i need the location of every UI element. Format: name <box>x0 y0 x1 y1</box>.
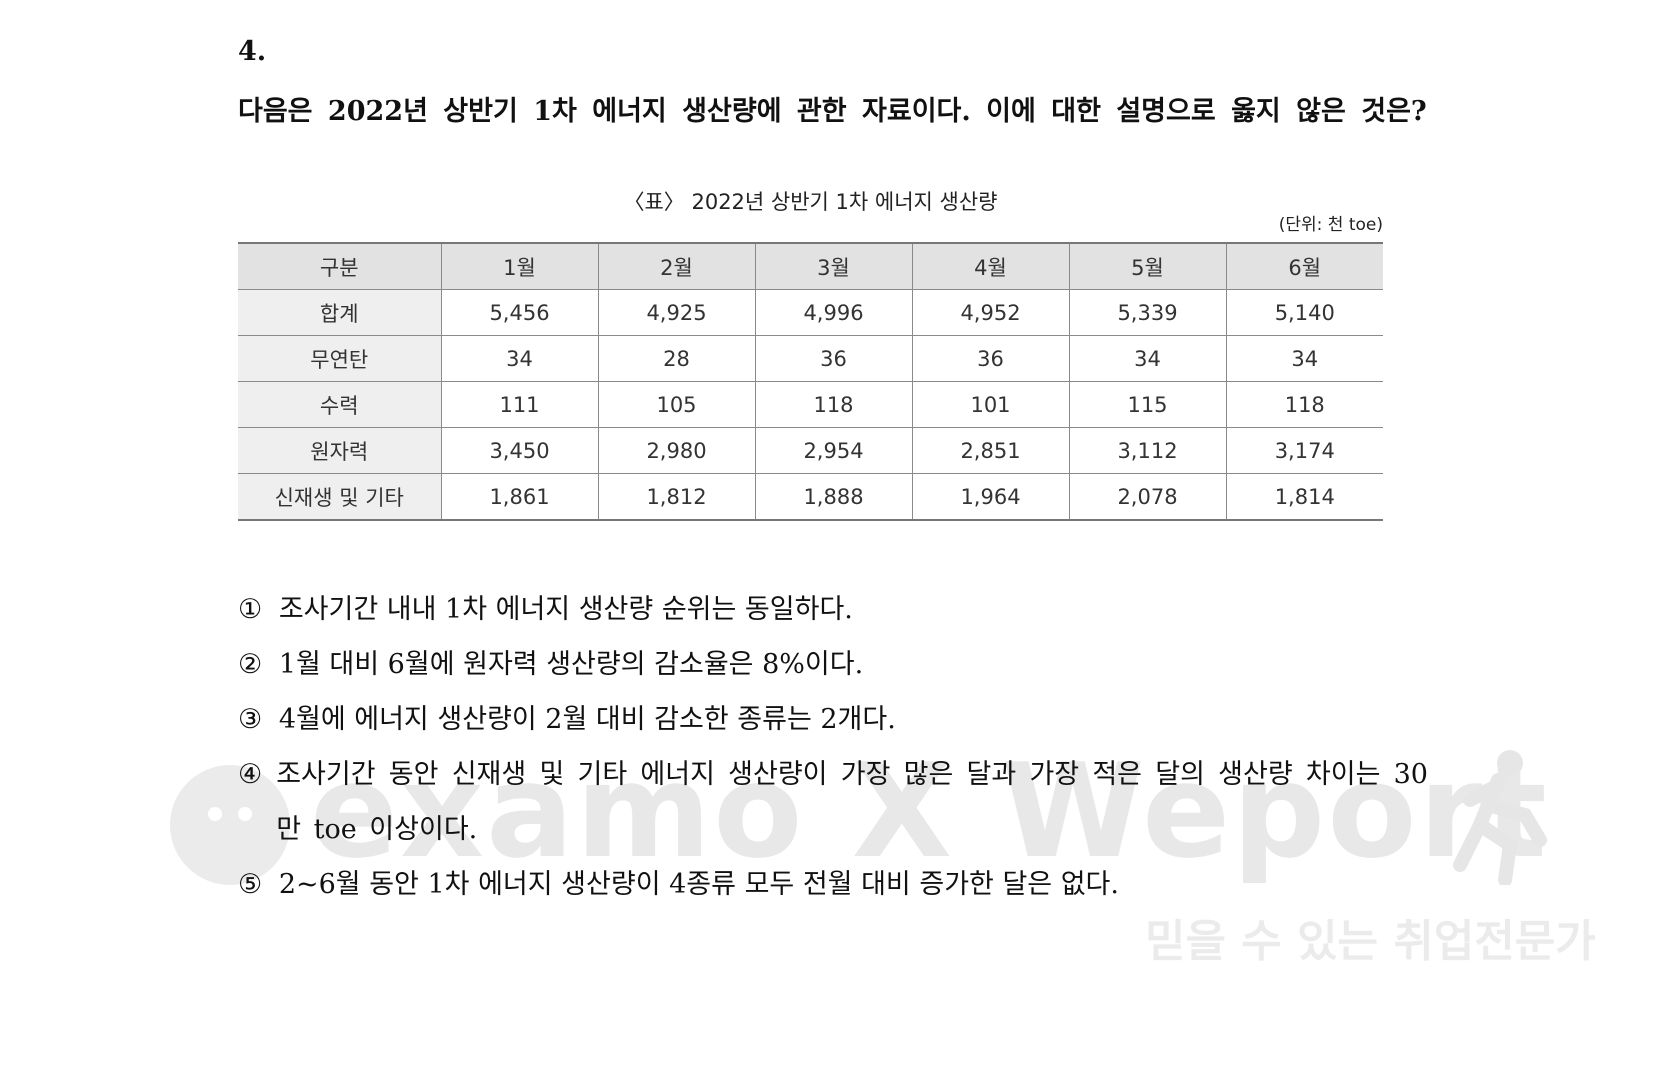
option-text: 조사기간 동안 신재생 및 기타 에너지 생산량이 가장 많은 달과 가장 적은… <box>276 759 1428 845</box>
row-header: 신재생 및 기타 <box>238 473 441 521</box>
option-mark: ⑤ <box>238 869 263 900</box>
answer-option-4[interactable]: ④ 조사기간 동안 신재생 및 기타 에너지 생산량이 가장 많은 달과 가장 … <box>238 747 1428 857</box>
table-row: 원자력 3,450 2,980 2,954 2,851 3,112 3,174 <box>238 427 1383 474</box>
watermark-tagline: 믿을 수 있는 취업전문가 <box>1145 916 1596 967</box>
table-cell: 2,954 <box>754 427 912 474</box>
table-cell: 34 <box>1068 335 1226 382</box>
table-cell: 1,964 <box>911 473 1069 521</box>
table-cell: 2,980 <box>597 427 755 474</box>
column-header: 3월 <box>754 242 912 290</box>
table-cell: 4,996 <box>754 289 912 336</box>
table-cell: 4,952 <box>911 289 1069 336</box>
table-cell: 4,925 <box>597 289 755 336</box>
column-header: 6월 <box>1225 242 1383 290</box>
table-cell: 5,339 <box>1068 289 1226 336</box>
table-header-row: 구분 1월 2월 3월 4월 5월 6월 <box>238 242 1383 290</box>
table-unit: (단위: 천 toe) <box>1278 215 1383 235</box>
answer-options: ① 조사기간 내내 1차 에너지 생산량 순위는 동일하다. ② 1월 대비 6… <box>238 582 1428 912</box>
option-mark: ② <box>238 649 263 680</box>
option-mark: ① <box>238 594 263 625</box>
row-header: 무연탄 <box>238 335 441 382</box>
table-row: 무연탄 34 28 36 36 34 34 <box>238 335 1383 382</box>
answer-option-2[interactable]: ② 1월 대비 6월에 원자력 생산량의 감소율은 8%이다. <box>238 637 1428 692</box>
table-cell: 3,174 <box>1225 427 1383 474</box>
table-cell: 36 <box>754 335 912 382</box>
option-text: 1월 대비 6월에 원자력 생산량의 감소율은 8%이다. <box>278 649 864 680</box>
table-cell: 34 <box>1225 335 1383 382</box>
table-cell: 2,078 <box>1068 473 1226 521</box>
table-cell: 111 <box>440 381 598 428</box>
table-cell: 28 <box>597 335 755 382</box>
answer-option-1[interactable]: ① 조사기간 내내 1차 에너지 생산량 순위는 동일하다. <box>238 582 1428 637</box>
table-cell: 2,851 <box>911 427 1069 474</box>
column-header: 4월 <box>911 242 1069 290</box>
column-header: 구분 <box>238 242 441 290</box>
table-cell: 34 <box>440 335 598 382</box>
energy-production-table: 구분 1월 2월 3월 4월 5월 6월 합계 5,456 4,925 4,99… <box>238 242 1383 521</box>
option-text: 조사기간 내내 1차 에너지 생산량 순위는 동일하다. <box>278 594 853 625</box>
table-cell: 36 <box>911 335 1069 382</box>
table-cell: 1,814 <box>1225 473 1383 521</box>
table-cell: 3,450 <box>440 427 598 474</box>
table-caption: 〈표〉 2022년 상반기 1차 에너지 생산량 <box>623 190 998 214</box>
column-header: 2월 <box>597 242 755 290</box>
row-header: 합계 <box>238 289 441 336</box>
option-mark: ④ <box>238 759 263 790</box>
table-cell: 3,112 <box>1068 427 1226 474</box>
runner-icon <box>1453 750 1547 885</box>
table-row: 합계 5,456 4,925 4,996 4,952 5,339 5,140 <box>238 289 1383 336</box>
table-cell: 105 <box>597 381 755 428</box>
column-header: 5월 <box>1068 242 1226 290</box>
table-cell: 1,861 <box>440 473 598 521</box>
answer-option-5[interactable]: ⑤ 2~6월 동안 1차 에너지 생산량이 4종류 모두 전월 대비 증가한 달… <box>238 857 1428 912</box>
table-row: 수력 111 105 118 101 115 118 <box>238 381 1383 428</box>
table-cell: 1,888 <box>754 473 912 521</box>
option-text: 2~6월 동안 1차 에너지 생산량이 4종류 모두 전월 대비 증가한 달은 … <box>278 869 1119 900</box>
table-cell: 118 <box>1225 381 1383 428</box>
question-text: 다음은 2022년 상반기 1차 에너지 생산량에 관한 자료이다. 이에 대한… <box>238 96 1427 127</box>
table-row: 신재생 및 기타 1,861 1,812 1,888 1,964 2,078 1… <box>238 473 1383 521</box>
column-header: 1월 <box>440 242 598 290</box>
row-header: 원자력 <box>238 427 441 474</box>
table-cell: 101 <box>911 381 1069 428</box>
answer-option-3[interactable]: ③ 4월에 에너지 생산량이 2월 대비 감소한 종류는 2개다. <box>238 692 1428 747</box>
table-cell: 118 <box>754 381 912 428</box>
question-number: 4. <box>238 36 267 67</box>
option-mark: ③ <box>238 704 263 735</box>
row-header: 수력 <box>238 381 441 428</box>
option-text: 4월에 에너지 생산량이 2월 대비 감소한 종류는 2개다. <box>278 704 896 735</box>
table-cell: 115 <box>1068 381 1226 428</box>
table-cell: 5,140 <box>1225 289 1383 336</box>
table-cell: 1,812 <box>597 473 755 521</box>
table-cell: 5,456 <box>440 289 598 336</box>
